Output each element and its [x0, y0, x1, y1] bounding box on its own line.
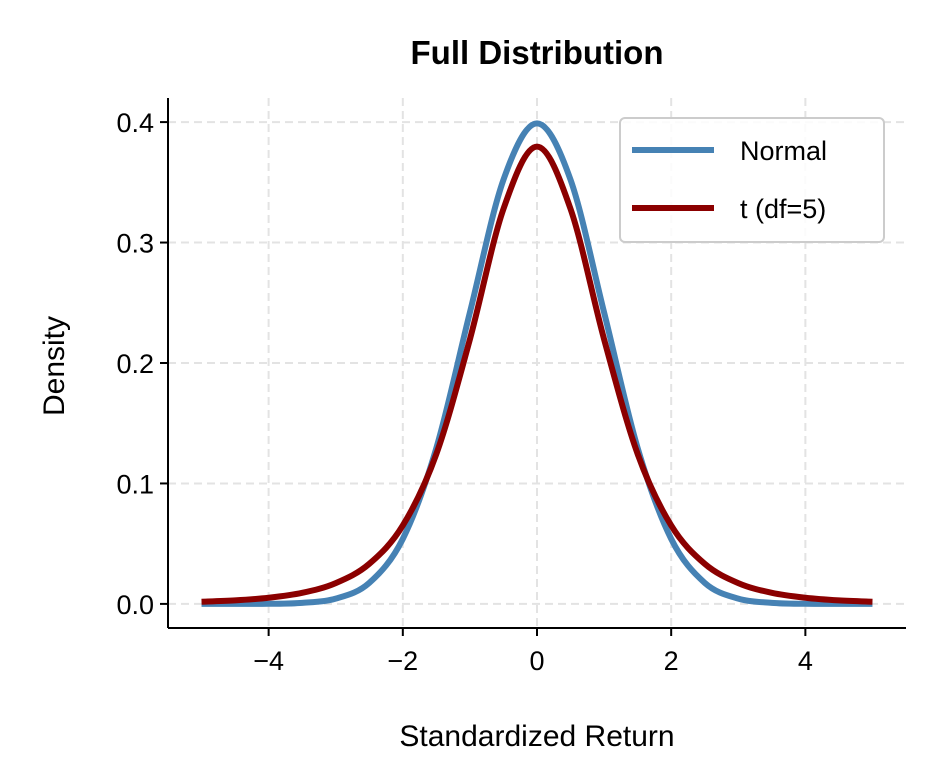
y-tick-label: 0.0: [116, 590, 154, 620]
y-tick-label: 0.1: [116, 469, 154, 499]
series-lines: [201, 120, 873, 607]
chart-title: Full Distribution: [411, 34, 664, 71]
x-axis-label: Standardized Return: [399, 720, 674, 753]
y-tick-label: 0.4: [116, 108, 154, 138]
legend-label-t: t (df=5): [740, 194, 826, 224]
legend-label-normal: Normal: [740, 136, 827, 166]
x-tick-label: 4: [798, 646, 813, 676]
series-line-0: [201, 120, 873, 607]
legend: Normal t (df=5): [619, 117, 885, 243]
y-axis-label: Density: [38, 316, 71, 416]
y-tick-label: 0.3: [116, 229, 154, 259]
x-tick-label: −2: [387, 646, 418, 676]
x-tick-label: −4: [253, 646, 284, 676]
ticks: −4 −2 0 2 4 0.0 0.1 0.2 0.3 0.4: [116, 108, 812, 676]
series-line-1: [201, 143, 873, 605]
x-tick-label: 0: [529, 646, 544, 676]
y-tick-label: 0.2: [116, 349, 154, 379]
x-tick-label: 2: [664, 646, 679, 676]
